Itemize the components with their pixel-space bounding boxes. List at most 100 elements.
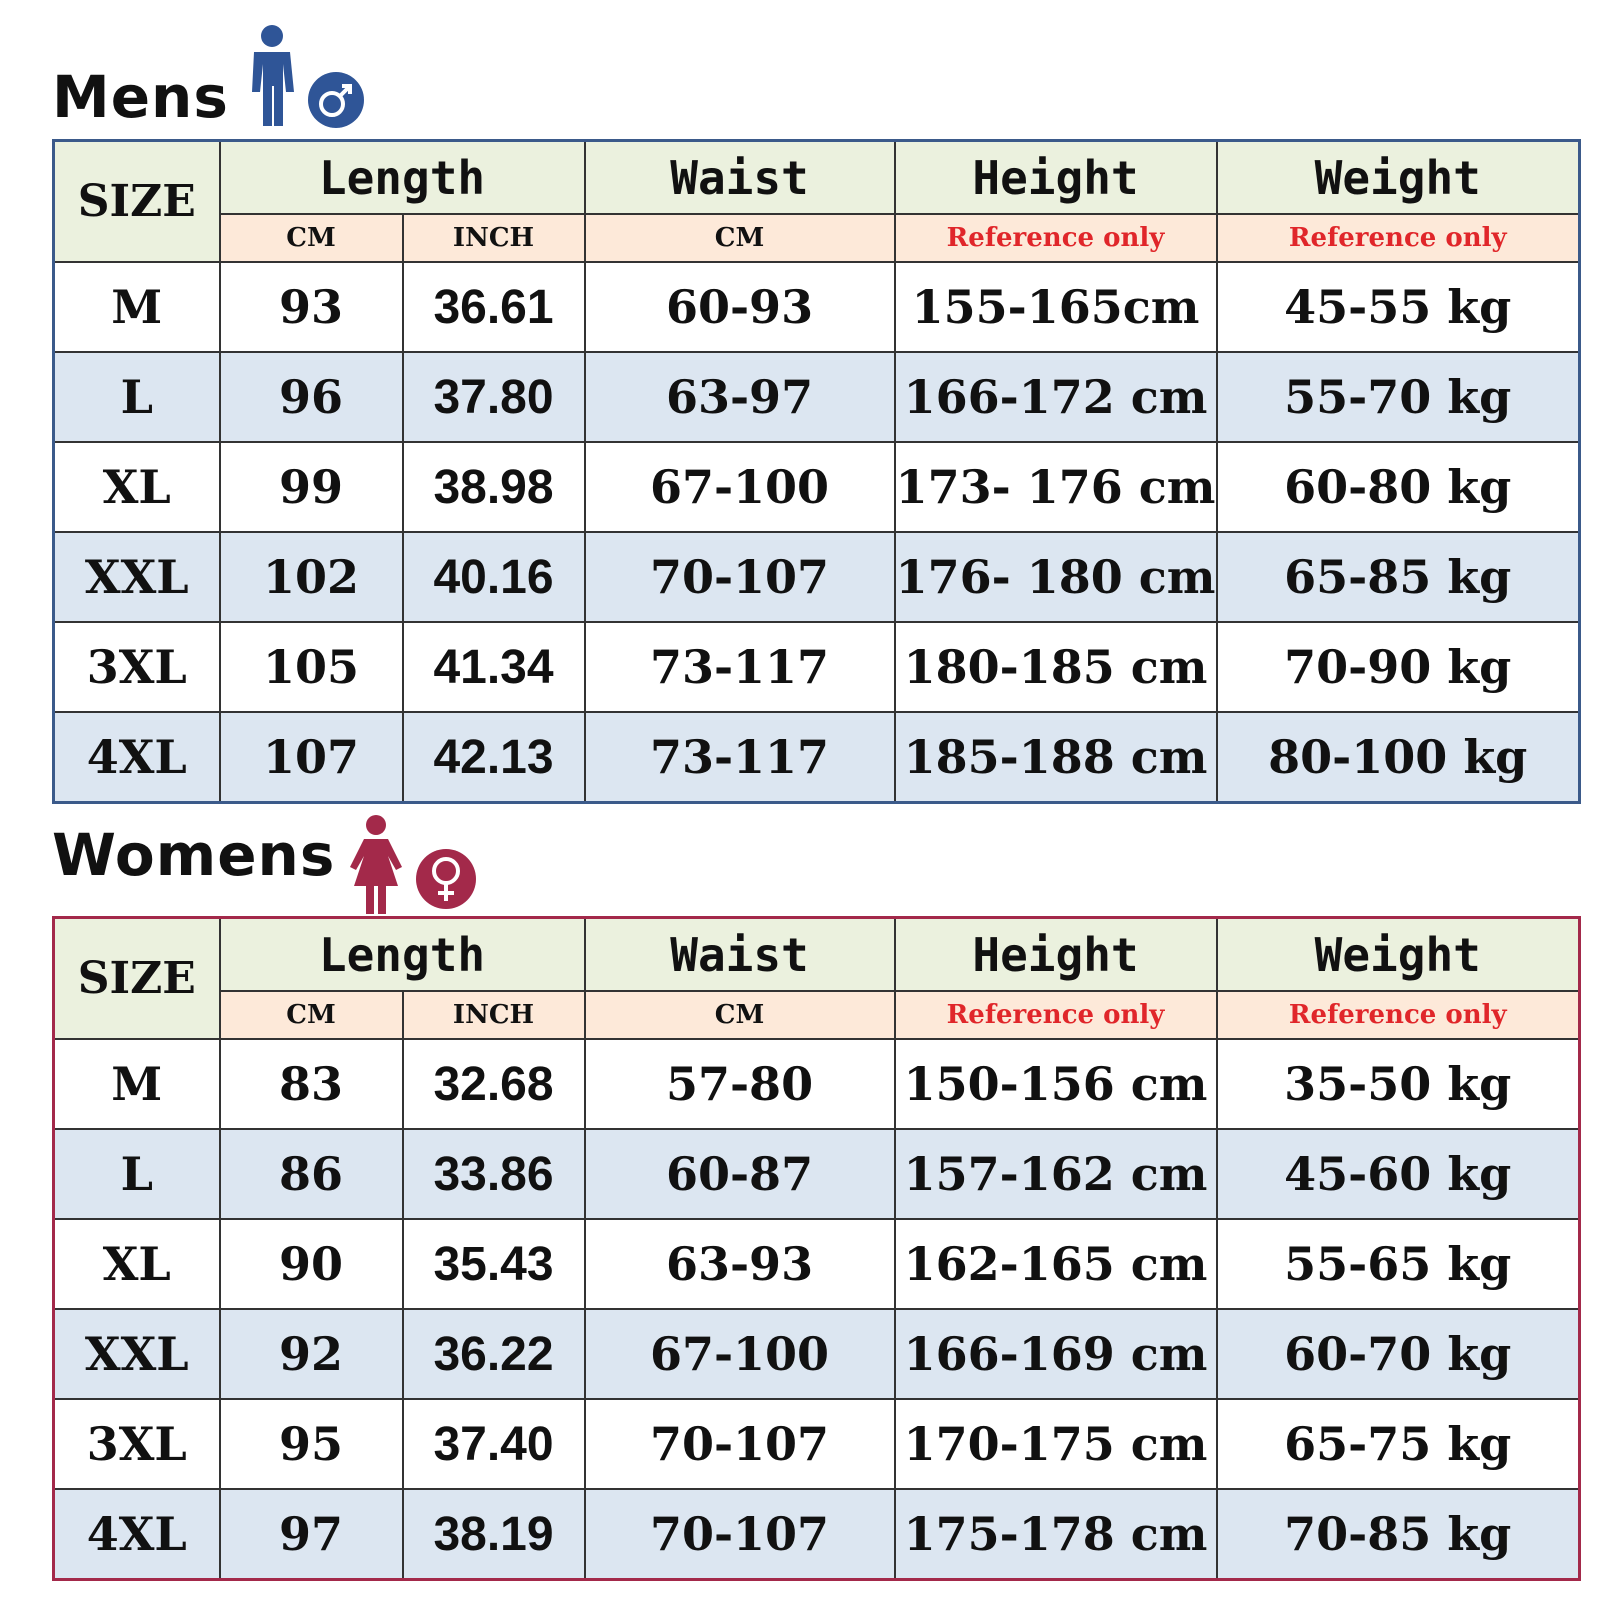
data-cell: 38.98 [401,441,586,533]
data-row: XXL 102 40.16 70-107 176- 180 cm 65-85 kg [52,531,1581,623]
data-cell: 166-172 cm [893,351,1218,443]
data-cell: 55-70 kg [1215,351,1581,443]
data-row: 4XL 107 42.13 73-117 185-188 cm 80-100 kg [52,711,1581,804]
subheader-cell: CM [218,990,404,1040]
data-cell: 37.80 [401,351,586,443]
data-row: 3XL 95 37.40 70-107 170-175 cm 65-75 kg [52,1398,1581,1490]
data-cell: 73-117 [583,621,896,713]
data-cell: 102 [218,531,404,623]
data-row: L 96 37.80 63-97 166-172 cm 55-70 kg [52,351,1581,443]
data-cell: 92 [218,1308,404,1400]
section-title: Womens [52,821,336,889]
data-cell: L [52,1128,221,1220]
size-table: SIZE Length Waist Height Weight CM INCH CM Refer… [52,139,1582,804]
data-cell: 157-162 cm [893,1128,1218,1220]
header-cell: SIZE [52,916,221,1040]
header-row: SIZE Length Waist Height Weight [52,916,1581,1040]
subheader-cell: CM [583,213,896,263]
data-row: XL 99 38.98 67-100 173- 176 cm 60-80 kg [52,441,1581,533]
data-cell: 67-100 [583,1308,896,1400]
subheader-cell: CM [583,990,896,1040]
header-cell: SIZE [52,139,221,263]
data-row: 3XL 105 41.34 73-117 180-185 cm 70-90 kg [52,621,1581,713]
data-cell: 63-93 [583,1218,896,1310]
data-cell: 70-107 [583,531,896,623]
header-cell: Length [218,139,586,215]
data-cell: 185-188 cm [893,711,1218,804]
data-cell: 45-60 kg [1215,1128,1581,1220]
data-row: XL 90 35.43 63-93 162-165 cm 55-65 kg [52,1218,1581,1310]
data-cell: 73-117 [583,711,896,804]
data-cell: 80-100 kg [1215,711,1581,804]
data-cell: 55-65 kg [1215,1218,1581,1310]
data-cell: 83 [218,1038,404,1130]
data-cell: 65-85 kg [1215,531,1581,623]
subheader-cell: Reference only [1215,213,1581,263]
data-cell: XL [52,1218,221,1310]
data-row: M 93 36.61 60-93 155-165cm 45-55 kg [52,261,1581,353]
subheader-cell: Reference only [893,213,1218,263]
data-cell: 93 [218,261,404,353]
data-cell: 180-185 cm [893,621,1218,713]
data-cell: 36.22 [401,1308,586,1400]
data-cell: 166-169 cm [893,1308,1218,1400]
data-cell: 37.40 [401,1398,586,1490]
data-row: XXL 92 36.22 67-100 166-169 cm 60-70 kg [52,1308,1581,1400]
header-cell: Length [218,916,586,992]
data-cell: 63-97 [583,351,896,443]
data-cell: 175-178 cm [893,1488,1218,1581]
data-cell: 40.16 [401,531,586,623]
header-cell: Height [893,139,1218,215]
data-cell: 45-55 kg [1215,261,1581,353]
data-cell: 60-80 kg [1215,441,1581,533]
data-cell: 35-50 kg [1215,1038,1581,1130]
header-cell: Height [893,916,1218,992]
data-row: L 86 33.86 60-87 157-162 cm 45-60 kg [52,1128,1581,1220]
data-cell: 173- 176 cm [893,441,1218,533]
data-cell: 42.13 [401,711,586,804]
header-cell: Waist [583,139,896,215]
data-cell: 60-87 [583,1128,896,1220]
subheader-row: CM INCH CM Reference only Reference only [54,213,1581,263]
data-cell: 65-75 kg [1215,1398,1581,1490]
header-row: SIZE Length Waist Height Weight [52,139,1581,263]
data-cell: 70-107 [583,1398,896,1490]
subheader-cell: INCH [401,990,586,1040]
data-cell: 70-90 kg [1215,621,1581,713]
data-cell: 155-165cm [893,261,1218,353]
data-cell: 162-165 cm [893,1218,1218,1310]
data-cell: 36.61 [401,261,586,353]
data-cell: 67-100 [583,441,896,533]
data-cell: 33.86 [401,1128,586,1220]
size-table: SIZE Length Waist Height Weight CM INCH CM Refer… [52,916,1582,1581]
subheader-cell: CM [218,213,404,263]
subheader-row: CM INCH CM Reference only Reference only [54,990,1581,1040]
data-cell: 70-85 kg [1215,1488,1581,1581]
data-cell: 95 [218,1398,404,1490]
data-cell: 150-156 cm [893,1038,1218,1130]
data-cell: 105 [218,621,404,713]
data-cell: 97 [218,1488,404,1581]
data-cell: XL [52,441,221,533]
subheader-cell: INCH [401,213,586,263]
header-cell: Waist [583,916,896,992]
female-icon [350,815,476,914]
data-cell: 38.19 [401,1488,586,1581]
data-cell: XXL [52,1308,221,1400]
subheader-cell: Reference only [893,990,1218,1040]
data-cell: 60-93 [583,261,896,353]
data-cell: 4XL [52,1488,221,1581]
section-title: Mens [52,63,229,131]
data-cell: L [52,351,221,443]
data-cell: 176- 180 cm [893,531,1218,623]
data-cell: 70-107 [583,1488,896,1581]
data-cell: M [52,261,221,353]
data-cell: 35.43 [401,1218,586,1310]
data-cell: 99 [218,441,404,533]
data-cell: 32.68 [401,1038,586,1130]
data-cell: 107 [218,711,404,804]
data-cell: 3XL [52,1398,221,1490]
header-cell: Weight [1215,916,1581,992]
data-cell: 57-80 [583,1038,896,1130]
data-row: M 83 32.68 57-80 150-156 cm 35-50 kg [52,1038,1581,1130]
